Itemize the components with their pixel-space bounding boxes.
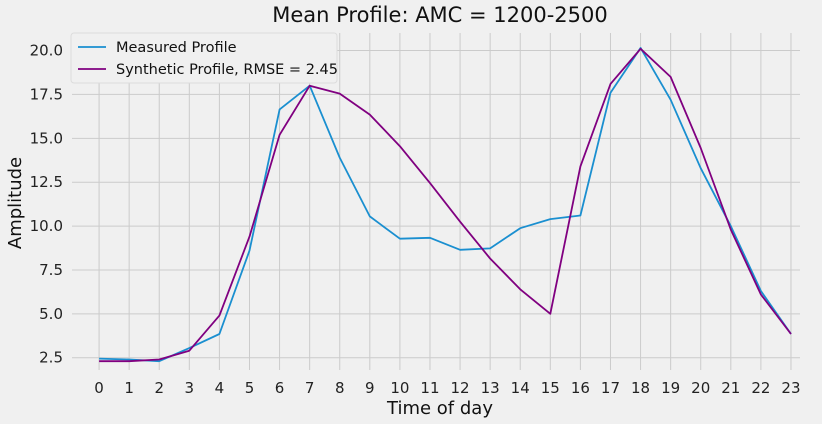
- x-tick-label: 10: [390, 379, 409, 397]
- x-tick-label: 19: [661, 379, 680, 397]
- x-tick-labels: 0 1 2 3 4 5 6 7 8 9 10 11 12 13 14 15 16 17 18 19 20 21 22 23: [94, 379, 800, 397]
- x-tick-label: 12: [451, 379, 470, 397]
- x-tick-label: 14: [511, 379, 530, 397]
- x-tick-label: 0: [94, 379, 104, 397]
- legend: Measured Profile Synthetic Profile, RMSE…: [70, 32, 338, 84]
- y-tick-label: 12.5: [30, 173, 63, 191]
- x-tick-label: 20: [691, 379, 710, 397]
- y-tick-label: 15.0: [30, 129, 63, 147]
- x-tick-label: 17: [601, 379, 620, 397]
- legend-label-measured: Measured Profile: [116, 40, 237, 56]
- y-axis-title: Amplitude: [5, 157, 26, 249]
- x-tick-label: 22: [751, 379, 770, 397]
- x-tick-label: 11: [420, 379, 439, 397]
- chart-title: Mean Profile: AMC = 1200-2500: [272, 3, 608, 27]
- series-line-measured: [99, 47, 792, 363]
- y-tick-label: 17.5: [30, 85, 63, 103]
- x-tick-label: 21: [721, 379, 740, 397]
- y-tick-label: 10.0: [30, 217, 63, 235]
- x-tick-label: 4: [215, 379, 225, 397]
- x-tick-label: 23: [781, 379, 800, 397]
- x-tick-label: 15: [541, 379, 560, 397]
- x-tick-label: 16: [571, 379, 590, 397]
- grid: [72, 33, 800, 370]
- x-tick-label: 2: [154, 379, 164, 397]
- y-tick-label: 2.5: [39, 349, 63, 367]
- legend-box: [70, 32, 338, 84]
- y-tick-label: 20.0: [30, 42, 63, 60]
- x-tick-label: 1: [124, 379, 134, 397]
- x-tick-label: 5: [245, 379, 255, 397]
- legend-label-synthetic: Synthetic Profile, RMSE = 2.45: [116, 62, 338, 78]
- x-axis-title: Time of day: [386, 398, 493, 419]
- x-tick-label: 9: [365, 379, 375, 397]
- series-line-synthetic: [99, 47, 792, 363]
- y-tick-labels: 2.5 5.0 7.5 10.0 12.5 15.0 17.5 20.0: [30, 42, 63, 367]
- series-lines: [99, 47, 792, 363]
- x-tick-label: 13: [481, 379, 500, 397]
- x-tick-label: 6: [275, 379, 285, 397]
- x-tick-label: 3: [185, 379, 195, 397]
- x-tick-label: 7: [305, 379, 315, 397]
- y-tick-label: 5.0: [39, 305, 63, 323]
- x-tick-label: 18: [631, 379, 650, 397]
- x-tick-label: 8: [335, 379, 345, 397]
- y-tick-label: 7.5: [39, 261, 63, 279]
